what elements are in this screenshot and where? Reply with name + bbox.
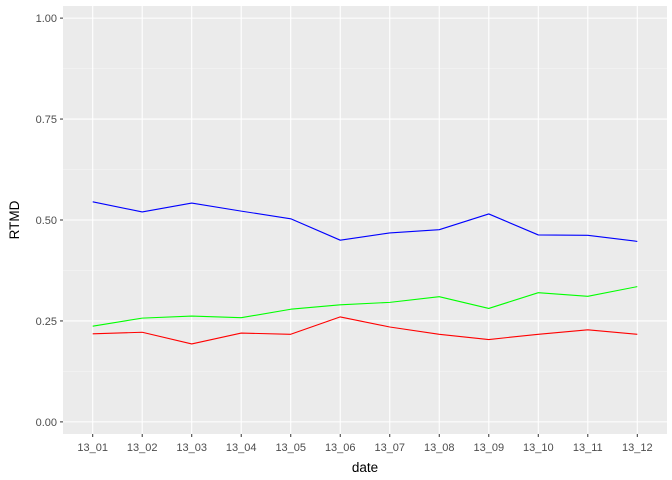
- series-line-1: [92, 201, 638, 242]
- series-line-2: [92, 286, 638, 327]
- x-tick-label: 13_11: [573, 442, 603, 454]
- x-tick-label: 13_08: [424, 442, 455, 454]
- y-tick-label: 0.75: [36, 114, 57, 126]
- x-tick-label: 13_04: [226, 442, 257, 454]
- series-line-3: [92, 316, 638, 345]
- y-axis: 0.00 0.25 0.50 0.75 1.00: [36, 13, 63, 429]
- x-tick-label: 13_05: [275, 442, 306, 454]
- y-tick-label: 0.25: [36, 316, 57, 328]
- x-axis-title: date: [352, 460, 378, 475]
- x-tick-label: 13_09: [473, 442, 504, 454]
- x-tick-label: 13_10: [523, 442, 554, 454]
- x-tick-label: 13_03: [176, 442, 207, 454]
- y-tick-label: 0.00: [36, 417, 57, 429]
- y-tick-label: 1.00: [36, 13, 57, 25]
- x-tick-label: 13_02: [127, 442, 158, 454]
- x-tick-label: 13_12: [622, 442, 653, 454]
- series-lines: [92, 201, 638, 345]
- y-axis-title: RTMD: [7, 200, 22, 239]
- major-gridlines: [63, 6, 667, 434]
- x-tick-label: 13_06: [325, 442, 356, 454]
- y-tick-label: 0.50: [36, 215, 57, 227]
- x-tick-label: 13_07: [374, 442, 405, 454]
- minor-gridlines: [63, 68, 667, 372]
- x-tick-label: 13_01: [77, 442, 108, 454]
- x-axis: 13_01 13_02 13_03 13_04 13_05 13_06 13_07 13_08…: [77, 434, 653, 454]
